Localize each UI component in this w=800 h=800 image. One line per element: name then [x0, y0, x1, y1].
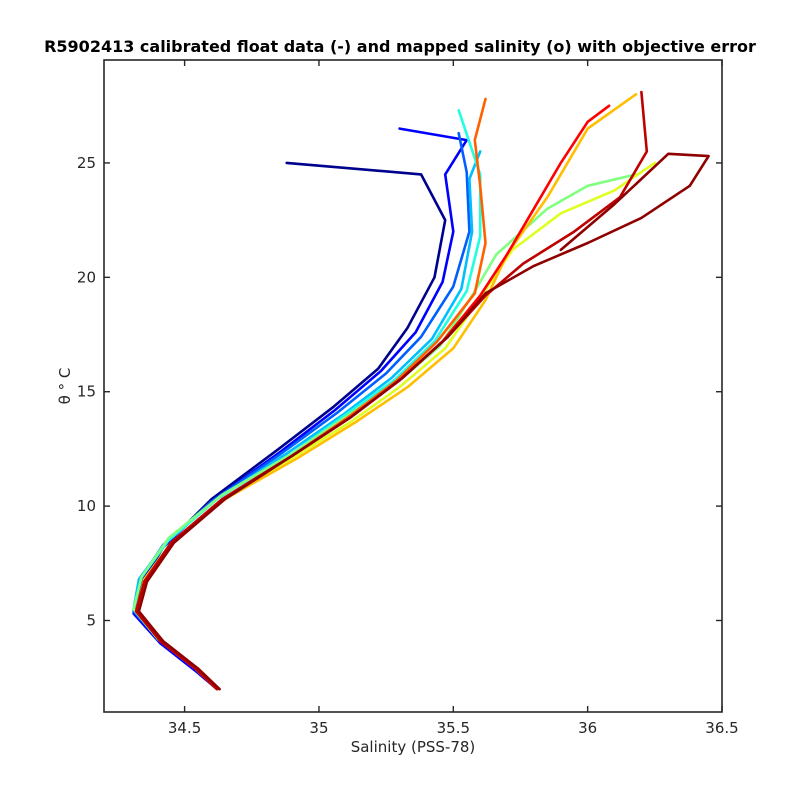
- y-tick-label: 25: [77, 154, 96, 172]
- x-axis-label: Salinity (PSS-78): [351, 738, 476, 756]
- y-axis-ticks: 5 10 15 20 25: [77, 154, 722, 629]
- y-tick-label: 5: [86, 611, 96, 629]
- plot-area: [104, 60, 722, 712]
- y-tick-label: 20: [77, 268, 96, 286]
- x-axis-ticks: 34.5 35 35.5 36 36.5: [168, 60, 739, 737]
- profile-line-12: [137, 152, 710, 691]
- x-tick-label: 35.5: [437, 719, 470, 737]
- axes-box: [103, 59, 723, 713]
- y-tick-label: 15: [77, 383, 96, 401]
- profile-line-2: [132, 127, 469, 691]
- x-tick-label: 34.5: [168, 719, 201, 737]
- profile-lines: [132, 90, 710, 691]
- x-tick-label: 36.5: [705, 719, 738, 737]
- y-axis-label: θ ° C: [56, 368, 74, 405]
- chart-title: R5902413 calibrated float data (-) and m…: [44, 37, 756, 56]
- x-tick-label: 36: [578, 719, 597, 737]
- y-tick-label: 10: [77, 497, 96, 515]
- x-tick-label: 35: [309, 719, 328, 737]
